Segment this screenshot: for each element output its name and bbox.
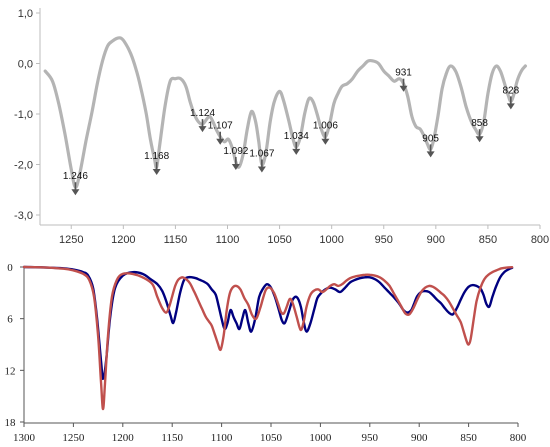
bottom-x-tick-label: 1000: [309, 432, 332, 444]
bottom-x-tick-label: 1100: [211, 432, 233, 444]
peak-arrow-head: [292, 148, 301, 155]
peak-label: 905: [422, 133, 439, 144]
peak-arrow-head: [231, 163, 240, 170]
peak-arrow-head: [321, 138, 330, 145]
bottom-x-tick-label: 1200: [112, 432, 135, 444]
peak-arrow-head: [198, 126, 207, 133]
top-x-tick-label: 1250: [59, 234, 83, 246]
peak-label: 931: [395, 68, 412, 79]
top-y-tick-label: 1,0: [18, 8, 33, 20]
top-y-tick-label: -2,0: [14, 160, 33, 172]
peak-arrow-head: [506, 103, 515, 110]
peak-marker: 1.246: [63, 171, 88, 196]
peak-marker: 931: [395, 68, 412, 92]
peak-arrow-head: [399, 85, 408, 92]
top-x-tick-label: 900: [427, 234, 445, 246]
top-x-tick-label: 1050: [267, 234, 291, 246]
peak-label: 1.107: [208, 121, 233, 132]
bottom-x-tick-label: 1150: [161, 432, 183, 444]
bottom-x-tick-label: 950: [362, 432, 379, 444]
bottom-x-tick-label: 900: [411, 432, 428, 444]
peak-marker: 858: [471, 118, 488, 143]
peak-marker: 1.107: [208, 121, 233, 145]
top-y-ticks: 1,0 0,0 -1,0 -2,0 -3,0: [14, 8, 40, 222]
peak-marker: 1.006: [313, 121, 338, 145]
peak-arrow-head: [152, 169, 161, 176]
peak-label: 1.067: [249, 149, 274, 160]
peak-marker: 828: [502, 85, 520, 110]
top-x-tick-label: 800: [531, 234, 549, 246]
peak-arrow-head: [216, 138, 225, 145]
peak-marker: 1.092: [223, 146, 249, 170]
peak-label: 828: [502, 85, 519, 96]
bottom-y-tick-label: 6: [7, 314, 13, 326]
peak-marker: 1.034: [284, 131, 309, 155]
top-y-tick-label: -3,0: [14, 210, 33, 222]
peak-label: 1.034: [284, 131, 309, 142]
bottom-x-ticks: 1300 1250 1200 1150 1100 1050 1000 950 900 850 800: [13, 423, 527, 444]
top-y-tick-label: -1,0: [14, 109, 33, 121]
bottom-series: [22, 265, 514, 411]
top-peak-annotations: 1.246 1.168 1.124 1.107 1.092 1.067 1.034 1.006…: [63, 68, 520, 196]
peak-marker: 1.124: [190, 108, 215, 133]
bottom-y-tick-label: 18: [5, 417, 17, 429]
bottom-x-tick-label: 1050: [260, 432, 283, 444]
peak-label: 1.006: [313, 121, 338, 132]
bottom-x-tick-label: 850: [460, 432, 477, 444]
top-x-tick-label: 1200: [111, 234, 135, 246]
bottom-series-blue-line: [22, 265, 514, 381]
bottom-y-tick-label: 12: [5, 365, 16, 377]
top-x-tick-label: 850: [479, 234, 497, 246]
bottom-x-tick-label: 800: [510, 432, 527, 444]
top-x-ticks: 1250 1200 1150 1100 1050 1000 950 900 850 800: [59, 225, 549, 246]
peak-arrow-head: [426, 151, 435, 158]
top-series: [43, 36, 527, 189]
bottom-y-ticks: 0 6 12 18: [5, 262, 24, 429]
peak-arrow-head: [475, 136, 484, 143]
peak-arrow-head: [71, 189, 80, 196]
bottom-series-red-line: [22, 265, 514, 411]
peak-marker: 1.067: [249, 149, 275, 173]
peak-label: 1.124: [190, 108, 215, 119]
top-x-tick-label: 1150: [164, 234, 188, 246]
top-chart: 1,00,0-1,0-2,0-3,0 1250 1200 1150 1100 1050 1…: [14, 8, 549, 246]
peak-label: 1.168: [144, 151, 169, 162]
peak-arrow-head: [257, 166, 266, 173]
peak-marker: 905: [422, 133, 439, 158]
top-x-tick-label: 1000: [319, 234, 343, 246]
bottom-x-tick-label: 1300: [13, 432, 36, 444]
bottom-y-tick-label: 0: [7, 262, 13, 274]
top-series-line: [43, 36, 527, 189]
peak-label: 1.092: [223, 146, 248, 157]
bottom-chart: 0 6 12 18 1300 1250 1200 1150 1100 1050 1000 950 90…: [5, 262, 527, 444]
top-x-tick-label: 950: [375, 234, 393, 246]
top-x-tick-label: 1100: [216, 234, 240, 246]
peak-label: 1.246: [63, 171, 88, 182]
peak-marker: 1.168: [144, 151, 170, 176]
bottom-x-tick-label: 1250: [62, 432, 85, 444]
top-y-tick-label: 0,0: [18, 59, 33, 71]
peak-label: 858: [471, 118, 488, 129]
